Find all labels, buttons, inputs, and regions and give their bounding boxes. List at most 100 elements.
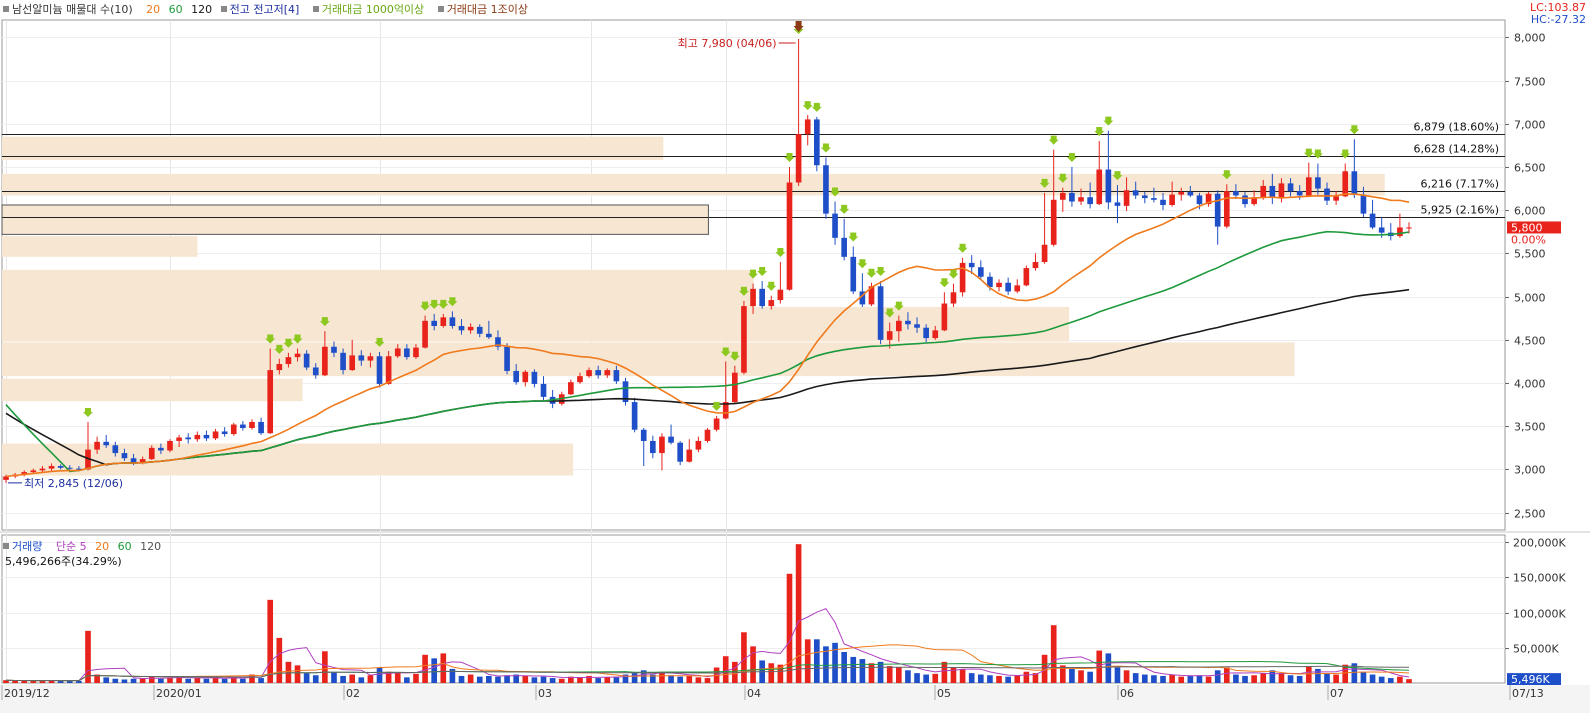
- volume-signal-arrow: [1048, 135, 1059, 145]
- volume-ma5-line: [5, 607, 1410, 682]
- volume-bar: [1397, 676, 1403, 683]
- candle-body: [1032, 262, 1039, 269]
- volume-bar: [413, 673, 419, 683]
- candle-body: [1305, 177, 1312, 196]
- candle-body: [1278, 183, 1285, 198]
- volume-bar: [1233, 674, 1239, 683]
- volume-bar: [558, 678, 565, 683]
- volume-bar: [613, 676, 620, 683]
- volume-signal-arrow: [438, 299, 449, 309]
- volume-profile-zone: [2, 378, 303, 402]
- candle-body: [312, 367, 319, 376]
- candle-body: [221, 431, 228, 435]
- volume-signal-arrow: [839, 204, 850, 214]
- volume-bar: [886, 666, 893, 683]
- candle-body: [422, 320, 428, 348]
- volume-bar: [167, 677, 173, 683]
- price-legend: 남선알미늄 매물대 수(10) 20 60 120 전고 전고저[4] 거래대금…: [3, 2, 538, 18]
- candle-body: [540, 383, 547, 397]
- candle-body: [1141, 195, 1148, 199]
- candle-body: [686, 449, 693, 462]
- volume-bar: [941, 661, 948, 683]
- candle-body: [121, 453, 128, 459]
- volume-signal-arrow: [757, 267, 768, 277]
- volume-bar: [249, 674, 255, 683]
- candle-body: [1260, 185, 1267, 198]
- volume-bar: [804, 639, 811, 683]
- candle-body: [1041, 244, 1048, 263]
- volume-bar: [1269, 670, 1276, 683]
- volume-bar: [622, 674, 629, 683]
- volume-bar: [832, 642, 838, 683]
- candle-body: [1296, 191, 1303, 196]
- candle-body: [158, 447, 164, 451]
- candle-body: [650, 440, 656, 454]
- candle-body: [85, 449, 91, 470]
- volume-signal-arrow: [893, 301, 904, 311]
- volume-signal-arrow: [748, 269, 759, 279]
- candle-body: [832, 213, 838, 238]
- volume-bar: [112, 678, 119, 683]
- volume-bar: [1096, 650, 1103, 683]
- candle-body: [959, 262, 966, 293]
- candle-body: [139, 459, 146, 463]
- volume-bar: [1105, 653, 1112, 683]
- volume-signal-arrow: [711, 401, 722, 411]
- volume-bar: [1059, 665, 1066, 683]
- lc-value: LC:103.87: [1529, 1, 1586, 14]
- candle-body: [704, 429, 711, 441]
- volume-signal-arrow: [848, 232, 859, 242]
- candle-body: [367, 356, 374, 361]
- volume-bar: [230, 676, 237, 683]
- candle-body: [57, 466, 64, 468]
- volume-bar: [1305, 666, 1312, 683]
- candle-body: [1351, 171, 1358, 195]
- candle-body: [886, 331, 893, 340]
- volume-bar: [540, 676, 547, 683]
- volume-bar: [1005, 676, 1011, 683]
- volume-bar: [258, 678, 264, 683]
- volume-bar: [768, 663, 775, 683]
- candle-body: [1397, 227, 1403, 237]
- volume-bar: [568, 676, 574, 683]
- volume-bar: [1032, 673, 1039, 683]
- volume-bar: [859, 659, 866, 683]
- volume-bar: [1078, 670, 1084, 683]
- candle-body: [1369, 213, 1376, 228]
- candle-body: [1333, 196, 1339, 201]
- legend-vol-1tril[interactable]: 거래대금 1조이상: [437, 3, 533, 16]
- resistance-level-label: 6,216 (7.17%): [1420, 178, 1499, 191]
- volume-bar: [331, 672, 337, 683]
- volume-bar: [66, 680, 73, 683]
- legend-stock-name[interactable]: 남선알미늄 매물대 수(10): [3, 3, 138, 16]
- candle-body: [1378, 227, 1385, 233]
- volume-bar: [294, 665, 301, 683]
- volume-signal-arrow: [720, 347, 731, 357]
- volume-bar: [340, 675, 346, 683]
- volume-bar: [722, 656, 729, 683]
- candle-body: [194, 434, 201, 440]
- volume-bar: [968, 673, 975, 683]
- volume-signal-arrow: [283, 338, 294, 348]
- volume-bar: [276, 637, 283, 683]
- price-tick-label: 5,000: [1514, 292, 1546, 305]
- volume-bar: [1160, 675, 1166, 683]
- candle-body: [1214, 193, 1221, 227]
- legend-high-low[interactable]: 전고 전고저[4]: [220, 3, 305, 16]
- candle-body: [358, 355, 365, 361]
- volume-signal-arrow: [374, 337, 385, 347]
- candle-body: [1360, 194, 1367, 214]
- x-axis-label: 04: [747, 687, 761, 700]
- volume-bar: [30, 680, 37, 683]
- volume-bar: [659, 671, 665, 683]
- volume-bar: [495, 676, 501, 683]
- candle-body: [768, 300, 775, 307]
- volume-bar: [704, 678, 711, 683]
- volume-bar: [895, 667, 902, 683]
- candle-body: [1242, 195, 1248, 205]
- volume-legend-label[interactable]: 거래량: [3, 540, 47, 553]
- candle-body: [677, 442, 683, 462]
- legend-vol-1000[interactable]: 거래대금 1000억이상: [312, 3, 429, 16]
- volume-bar: [786, 573, 793, 683]
- volume-bar: [1050, 625, 1057, 683]
